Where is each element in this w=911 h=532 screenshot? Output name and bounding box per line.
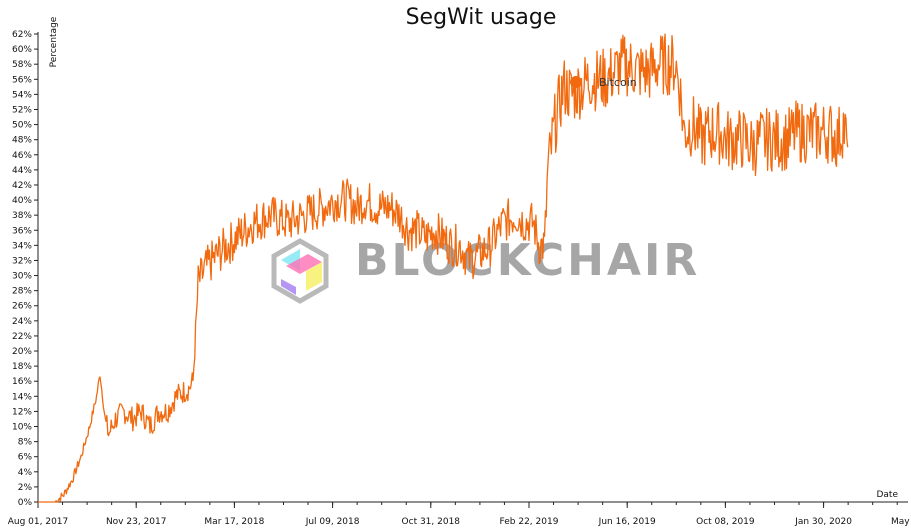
x-tick-label: Jul 09, 2018 [305, 517, 360, 527]
x-tick-label: Jan 30, 2020 [794, 517, 852, 527]
y-tick-label: 18% [12, 362, 32, 372]
x-tick-label: Oct 31, 2018 [402, 517, 461, 527]
y-tick-label: 56% [12, 75, 32, 85]
y-tick-label: 62% [12, 30, 32, 40]
x-axis: Aug 01, 2017 Nov 23, 2017 Mar 17, 2018 Jul … [8, 501, 911, 527]
y-tick-label: 4% [18, 468, 33, 478]
y-tick-label: 46% [12, 151, 32, 161]
legend-marker [570, 76, 582, 88]
x-tick-label: May 23, 2020 [891, 517, 911, 527]
y-tick-label: 10% [12, 423, 32, 433]
legend: Bitcoin [570, 76, 637, 89]
y-tick-label: 60% [12, 45, 32, 55]
y-tick-label: 32% [12, 256, 32, 266]
chart-title: SegWit usage [406, 5, 557, 30]
y-tick-label: 26% [12, 302, 32, 312]
y-tick-label: 30% [12, 272, 32, 282]
y-tick-label: 14% [12, 392, 32, 402]
y-tick-label: 20% [12, 347, 32, 357]
y-tick-label: 6% [18, 453, 33, 463]
x-tick-label: Mar 17, 2018 [204, 517, 264, 527]
y-tick-label: 28% [12, 287, 32, 297]
y-tick-label: 12% [12, 407, 32, 417]
y-tick-label: 54% [12, 90, 32, 100]
y-tick-label: 34% [12, 241, 32, 251]
y-axis-title: Percentage [49, 16, 59, 67]
x-tick-label: Aug 01, 2017 [8, 517, 69, 527]
series-line-0 [38, 33, 849, 503]
blockchair-logo-icon [271, 238, 329, 304]
y-tick-label: 40% [12, 196, 32, 206]
watermark-text: BLOCKCHAIR [355, 235, 700, 286]
x-tick-label: Nov 23, 2017 [106, 517, 167, 527]
y-tick-label: 24% [12, 317, 32, 327]
series-layer [38, 33, 849, 503]
x-tick-label: Feb 22, 2019 [500, 517, 559, 527]
y-tick-label: 22% [12, 332, 32, 342]
watermark: BLOCKCHAIR [271, 235, 700, 304]
x-axis-title: Date [876, 490, 898, 500]
y-tick-label: 42% [12, 181, 32, 191]
y-tick-label: 58% [12, 60, 32, 70]
y-tick-label: 48% [12, 136, 32, 146]
y-tick-label: 2% [18, 483, 33, 493]
legend-label-bitcoin: Bitcoin [599, 76, 637, 89]
y-tick-label: 0% [18, 498, 33, 508]
y-tick-label: 8% [18, 438, 33, 448]
y-tick-label: 38% [12, 211, 32, 221]
x-tick-label: Oct 08, 2019 [696, 517, 755, 527]
y-axis: 0% 2% 4% 6% 8% 10% 12% 14% 16% 18% 20% 22% 24% 26% 28%… [12, 30, 39, 508]
y-tick-label: 36% [12, 226, 32, 236]
y-tick-label: 16% [12, 377, 32, 387]
y-tick-label: 50% [12, 121, 32, 131]
x-tick-label: Jun 16, 2019 [598, 517, 656, 527]
y-tick-label: 44% [12, 166, 32, 176]
y-tick-label: 52% [12, 105, 32, 115]
